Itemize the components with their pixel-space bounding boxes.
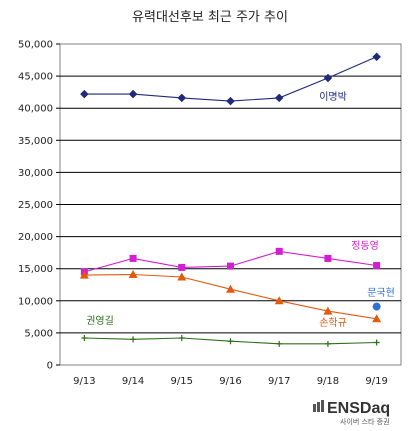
series-point-이명박-9/14 (128, 89, 138, 99)
series-point-손학규-9/17 (274, 296, 284, 305)
chart-title: 유력대선후보 최근 주가 추이 (132, 10, 288, 25)
series-point-이명박-9/13 (80, 89, 89, 99)
series-point-이명박-9/15 (177, 93, 187, 103)
series-layer (79, 52, 382, 347)
x-tick-label-5: 9/18 (317, 376, 339, 387)
series-point-정동영-9/14 (129, 254, 137, 262)
y-axis-ticks: 0 5,000 10,000 15,000 20,000 25,000 30,000 35,0… (18, 40, 60, 372)
logo-bar-1 (313, 404, 316, 412)
series-point-손학규-9/16 (226, 284, 235, 293)
y-tick-label-9: 45,000 (18, 72, 53, 83)
x-tick-label-2: 9/15 (171, 376, 193, 387)
series-point-권영길-9/18 (324, 340, 331, 347)
logo-bar-3 (321, 400, 324, 412)
series-point-문국현-9/19 (372, 302, 381, 311)
x-axis-ticks: 9/13 9/14 9/15 9/16 9/17 9/18 9/19 (73, 376, 388, 387)
y-tick-label-2: 10,000 (18, 296, 53, 307)
y-tick-label-6: 30,000 (18, 168, 53, 179)
logo-bar-2 (317, 402, 320, 412)
series-point-정동영-9/15 (178, 263, 186, 271)
x-tick-label-4: 9/17 (268, 376, 290, 387)
series-point-이명박-9/19 (372, 52, 381, 62)
chart-title-layer: 유력대선후보 최근 주가 추이 (132, 10, 288, 25)
series-point-권영길-9/15 (178, 335, 185, 342)
series-point-이명박-9/17 (274, 93, 284, 103)
series-label-손학규: 손학규 (319, 317, 347, 329)
series-point-손학규-9/15 (177, 272, 187, 281)
series-point-정동영-9/18 (324, 254, 332, 262)
series-point-이명박-9/16 (226, 96, 235, 106)
y-tick-label-3: 15,000 (18, 264, 53, 275)
x-tick-label-1: 9/14 (122, 376, 144, 387)
y-tick-label-1: 5,000 (24, 328, 53, 339)
ensdaq-logo: ENSDaq 사이버 스타 증권 (313, 400, 390, 426)
x-tick-label-0: 9/13 (73, 376, 95, 387)
series-label-정동영: 정동영 (351, 240, 379, 252)
series-point-손학규-9/14 (128, 269, 138, 278)
series-point-정동영-9/19 (373, 261, 381, 269)
series-labels: 이명박 정동영 문국현 권영길 손학규 (86, 91, 395, 329)
series-label-이명박: 이명박 (319, 91, 347, 103)
series-point-권영길-9/19 (373, 339, 380, 346)
y-tick-label-4: 20,000 (18, 232, 53, 243)
x-tick-label-3: 9/16 (219, 376, 241, 387)
y-tick-label-7: 35,000 (18, 136, 53, 147)
series-point-권영길-9/14 (130, 336, 137, 343)
series-point-손학규-9/13 (79, 270, 89, 279)
series-label-권영길: 권영길 (86, 314, 114, 327)
series-label-문국현: 문국현 (367, 287, 395, 299)
y-tick-label-0: 0 (47, 361, 53, 372)
y-tick-label-5: 25,000 (18, 200, 53, 211)
series-point-권영길-9/13 (81, 335, 88, 342)
y-tick-label-10: 50,000 (18, 40, 53, 51)
series-point-권영길-9/16 (227, 338, 234, 345)
series-point-손학규-9/18 (323, 306, 333, 315)
logo-text: ENSDaq (327, 400, 390, 417)
series-point-손학규-9/19 (372, 314, 382, 323)
series-point-권영길-9/17 (276, 340, 283, 347)
grid-layer (60, 75, 401, 334)
logo-subtext: 사이버 스타 증권 (340, 417, 390, 426)
x-tick-label-6: 9/19 (365, 376, 387, 387)
y-tick-label-8: 40,000 (18, 104, 53, 115)
series-point-정동영-9/16 (227, 262, 234, 270)
series-point-이명박-9/18 (323, 73, 333, 83)
series-point-정동영-9/17 (275, 247, 283, 255)
